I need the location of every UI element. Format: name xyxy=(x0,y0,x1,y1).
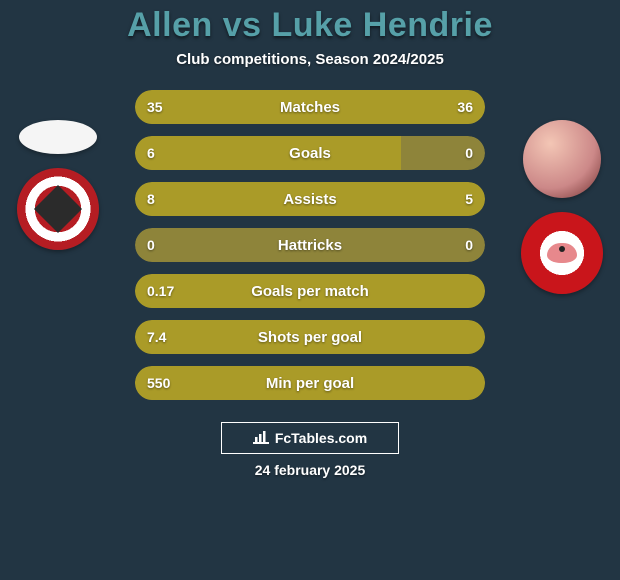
player-right-avatar xyxy=(523,120,601,198)
page-title: Allen vs Luke Hendrie xyxy=(0,6,620,45)
stat-value-left: 0 xyxy=(135,228,167,262)
stat-value-left: 6 xyxy=(135,136,167,170)
player-right-name: Luke Hendrie xyxy=(271,6,492,44)
stat-row: 0.17Goals per match xyxy=(135,274,485,308)
stat-fill-left xyxy=(135,320,485,354)
stat-fill-left xyxy=(135,136,401,170)
stats-bars: 3536Matches60Goals85Assists00Hattricks0.… xyxy=(135,90,485,400)
stat-fill-left xyxy=(135,182,352,216)
stat-row: 85Assists xyxy=(135,182,485,216)
stat-value-right: 5 xyxy=(453,182,485,216)
stat-value-right: 0 xyxy=(453,136,485,170)
stat-track xyxy=(135,228,485,262)
footer-brand-text: FcTables.com xyxy=(275,430,367,446)
stat-row: 550Min per goal xyxy=(135,366,485,400)
page-subtitle: Club competitions, Season 2024/2025 xyxy=(0,51,620,68)
comparison-widget: Allen vs Luke Hendrie Club competitions,… xyxy=(0,0,620,580)
stat-row: 60Goals xyxy=(135,136,485,170)
footer-date: 24 february 2025 xyxy=(0,462,620,478)
club-badge-right xyxy=(521,212,603,294)
stat-value-left: 7.4 xyxy=(135,320,178,354)
stat-value-left: 8 xyxy=(135,182,167,216)
left-player-column xyxy=(8,120,108,430)
footer-brand-badge: FcTables.com xyxy=(221,422,399,454)
club-badge-left xyxy=(17,168,99,250)
stat-row: 7.4Shots per goal xyxy=(135,320,485,354)
stat-value-left: 550 xyxy=(135,366,182,400)
stat-value-left: 35 xyxy=(135,90,175,124)
player-left-name: Allen xyxy=(127,6,213,44)
chart-icon xyxy=(253,430,269,447)
stat-value-left: 0.17 xyxy=(135,274,186,308)
right-player-column xyxy=(512,120,612,430)
stat-value-right: 0 xyxy=(453,228,485,262)
stat-fill-left xyxy=(135,366,485,400)
stat-row: 3536Matches xyxy=(135,90,485,124)
stat-fill-left xyxy=(135,274,485,308)
player-left-avatar xyxy=(19,120,97,154)
stat-value-right: 36 xyxy=(445,90,485,124)
stat-row: 00Hattricks xyxy=(135,228,485,262)
vs-separator: vs xyxy=(223,6,272,44)
